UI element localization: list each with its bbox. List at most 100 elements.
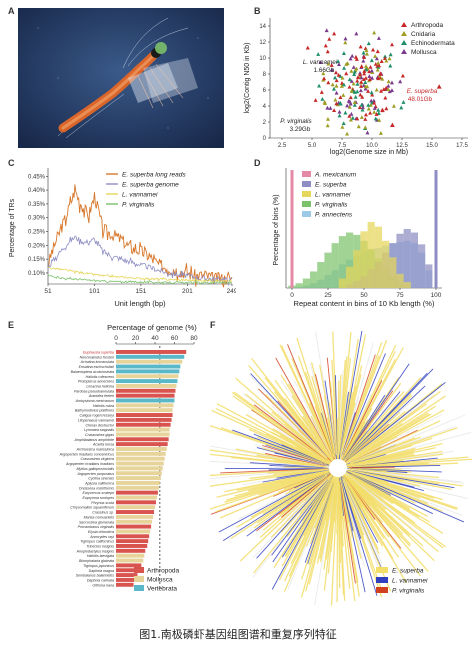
scatter-point — [349, 111, 354, 116]
legend-marker-b — [401, 40, 407, 45]
scatter-point — [358, 88, 363, 93]
category-label-e: Argopecten purpuratus — [76, 472, 114, 476]
scatter-point — [349, 68, 354, 73]
scatter-point — [343, 36, 348, 41]
bar-e — [116, 495, 157, 500]
tree-branch-f — [198, 452, 328, 468]
tree-branch-f — [344, 479, 408, 584]
scatter-point — [365, 130, 370, 135]
category-label-e: Argopecten irradians concentricus — [59, 452, 115, 456]
tree-branch-f — [315, 331, 336, 453]
tree-branch-f — [224, 469, 330, 493]
bar-e — [116, 466, 163, 471]
bar-e — [116, 350, 187, 354]
legend-label-c: E. superba long reads — [122, 171, 186, 178]
scatter-point — [349, 88, 354, 93]
scatter-point — [363, 75, 368, 80]
scatter-point — [363, 80, 368, 84]
bar-e — [116, 393, 175, 398]
scatter-point — [383, 95, 388, 100]
category-label-e: Aranidea feeleri — [88, 394, 114, 398]
scatter-point — [345, 61, 350, 66]
scatter-point — [328, 106, 333, 110]
tree-branch-f — [218, 474, 326, 533]
tree-branch-f — [265, 394, 329, 458]
scatter-point — [344, 71, 349, 76]
category-label-e: Chrysomallon squamiferum — [70, 506, 114, 510]
scatter-point — [363, 46, 368, 51]
tree-branch-f — [350, 470, 468, 499]
legend-label-d: L. vannamei — [315, 192, 351, 199]
bar-e — [116, 422, 171, 427]
scatter-point — [355, 75, 360, 80]
x-tick-label-e: 60 — [171, 335, 179, 342]
scatter-point — [313, 98, 318, 102]
category-label-e: Litopenaeus vannamei — [78, 418, 114, 422]
category-label-e: Archivesica marissinica — [76, 448, 114, 452]
scatter-point — [325, 123, 330, 128]
scatter-point — [358, 92, 363, 97]
category-label-e: Ensatina eschscholtzii — [79, 365, 115, 369]
hist-bar-d — [290, 170, 294, 288]
y-axis-label-c: Percentage of TRs — [9, 198, 16, 257]
y-tick-label-c: 0.40% — [28, 188, 46, 194]
scatter-point — [386, 87, 391, 92]
x-tick-label-d: 0 — [290, 292, 294, 299]
scatter-point — [379, 88, 384, 93]
bar-e — [116, 388, 176, 393]
scatter-point — [338, 95, 343, 99]
scatter-point — [363, 117, 368, 121]
x-tick-label-b: 15.0 — [426, 143, 438, 149]
bar-e — [116, 548, 146, 553]
category-label-e: Bathymodiolus platifrons — [75, 409, 114, 413]
scatter-point — [341, 121, 346, 126]
legend-label-f: P. virginalis — [392, 588, 425, 595]
legend-label-c: L. vannamei — [122, 191, 158, 198]
category-label-e: Crassinus sp. — [92, 511, 114, 515]
scatter-point — [337, 109, 342, 114]
legend-label-d: P. virginalis — [315, 202, 348, 209]
scatter-point — [375, 49, 380, 54]
scatter-point — [332, 108, 337, 113]
tree-branch-f — [344, 347, 404, 455]
category-label-e: Crassostrea virginica — [80, 457, 114, 461]
scatter-point — [374, 112, 379, 116]
bar-e — [116, 582, 134, 587]
category-label-e: Elysia chlorotica — [88, 530, 114, 534]
x-tick-label-c: 201 — [182, 288, 193, 295]
category-label-e: Argopecten irradians irradians — [65, 462, 114, 466]
legend-label-b: Echinodermata — [411, 40, 455, 47]
scatter-point — [367, 74, 372, 78]
bar-e — [116, 442, 168, 447]
panel-label-d: D — [254, 158, 261, 168]
y-axis-label-b: log2(Contig N50 in Kb) — [244, 43, 251, 114]
x-tick-label-b: 7.5 — [338, 143, 347, 149]
bar-e — [116, 524, 152, 529]
scatter-point — [351, 65, 356, 69]
scatter-point — [341, 93, 346, 97]
bar-e — [116, 471, 162, 476]
panel-c: C 0.10% 0.15% 0.20% 0.25% 0.30% 0.35% 0.40% 0.4… — [6, 158, 238, 310]
bar-e — [116, 413, 173, 417]
tree-branch-f — [328, 402, 337, 455]
scatter-point — [363, 125, 368, 130]
scatter-point — [353, 54, 358, 59]
scatter-point — [352, 69, 357, 74]
scatter-point — [383, 54, 388, 59]
scatter-point — [377, 63, 382, 68]
tree-branch-f — [278, 477, 334, 581]
category-label-e: Phrynus scuta — [91, 501, 114, 505]
scatter-point — [384, 85, 389, 90]
category-label-e: Mytilus galloprovincialis — [76, 467, 114, 471]
category-label-e: Haliotis rubra — [93, 404, 114, 408]
legend-label-d: P. annectens — [315, 212, 353, 219]
scatter-point — [347, 113, 352, 118]
y-tick-label-c: 0.25% — [28, 230, 46, 236]
bar-e — [116, 480, 160, 485]
annotation-name-b: L. vannamei — [303, 59, 338, 66]
scatter-point — [316, 52, 321, 56]
bar-e — [116, 534, 150, 539]
scatter-point — [359, 102, 364, 107]
tree-branch-f — [308, 481, 335, 566]
tree-branch-f — [346, 382, 446, 462]
